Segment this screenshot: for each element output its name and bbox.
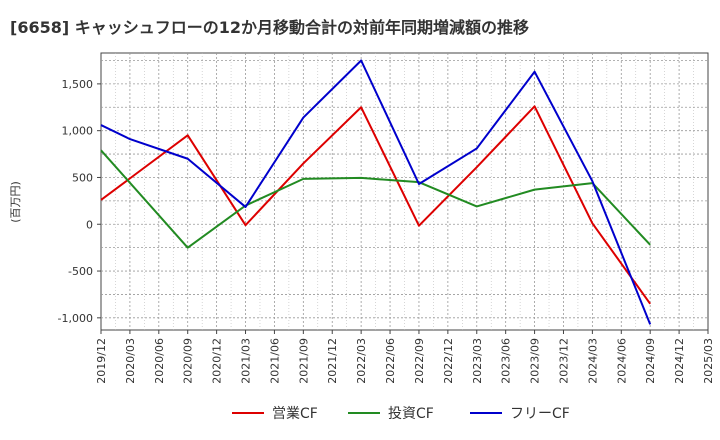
legend-label: 投資CF (388, 406, 434, 422)
x-tick-label: 2023/12 (557, 338, 570, 384)
y-tick-label: 1,000 (62, 125, 94, 138)
series-lines (100, 59, 652, 325)
y-tick-label: 1,500 (62, 78, 94, 91)
y-axis-ticks: -1,000 -500 0 500 1,000 1,500 (58, 78, 101, 325)
y-tick-label: 500 (72, 171, 93, 184)
x-tick-label: 2024/09 (644, 338, 657, 384)
y-tick-label: 0 (86, 218, 93, 231)
y-tick-label: -1,000 (58, 312, 93, 325)
x-tick-label: 2022/06 (384, 338, 397, 384)
chart-title: [6658] キャッシュフローの12か月移動合計の対前年同期増減額の推移 (10, 18, 529, 37)
series-line (100, 59, 652, 325)
x-tick-label: 2025/03 (702, 338, 715, 384)
y-axis-label: (百万円) (9, 181, 22, 223)
x-tick-label: 2024/12 (673, 338, 686, 384)
x-tick-label: 2023/06 (500, 338, 513, 384)
x-tick-label: 2019/12 (95, 338, 108, 384)
x-tick-label: 2021/06 (268, 338, 281, 384)
legend-label: フリーCF (510, 406, 570, 422)
x-tick-label: 2020/12 (211, 338, 224, 384)
x-tick-label: 2021/09 (297, 338, 310, 384)
grid-lines (101, 53, 708, 330)
legend-label: 営業CF (272, 406, 318, 422)
x-tick-label: 2022/03 (355, 338, 368, 384)
x-tick-label: 2023/03 (471, 338, 484, 384)
x-axis-ticks: 2019/12 2020/03 2020/06 2020/09 2020/12 2021/… (95, 330, 715, 384)
x-tick-label: 2022/09 (413, 338, 426, 384)
x-tick-label: 2021/03 (240, 338, 253, 384)
x-tick-label: 2020/09 (182, 338, 195, 384)
legend: 営業CF 投資CF フリーCF (232, 406, 570, 422)
x-tick-label: 2020/03 (124, 338, 137, 384)
x-tick-label: 2021/12 (326, 338, 339, 384)
y-tick-label: -500 (68, 265, 93, 278)
series-line (100, 105, 652, 305)
x-tick-label: 2024/06 (615, 338, 628, 384)
x-tick-label: 2020/06 (153, 338, 166, 384)
x-tick-label: 2024/03 (586, 338, 599, 384)
series-line (100, 149, 651, 249)
x-tick-label: 2022/12 (442, 338, 455, 384)
x-tick-label: 2023/09 (529, 338, 542, 384)
